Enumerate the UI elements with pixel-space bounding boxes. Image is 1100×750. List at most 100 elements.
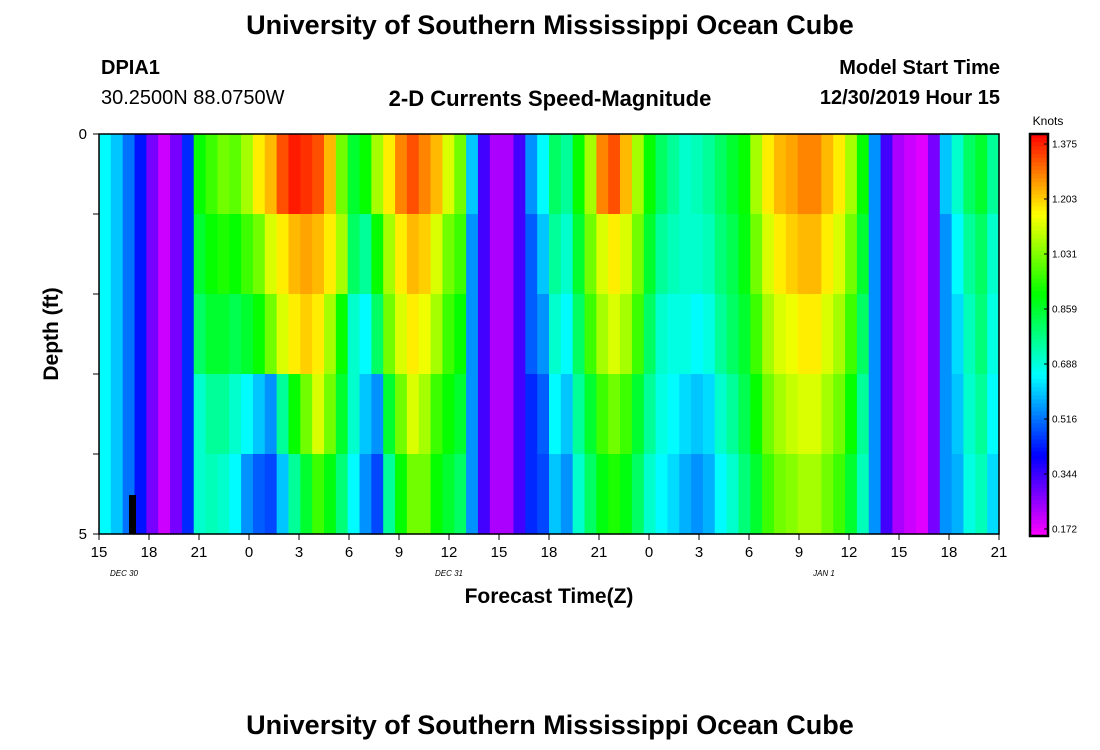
heatmap-cell — [122, 214, 136, 295]
colorbar-swatch — [1030, 335, 1048, 340]
heatmap-cell — [774, 134, 787, 215]
colorbar-swatch — [1030, 471, 1048, 477]
heatmap-cell — [667, 374, 680, 455]
heatmap-cell — [691, 134, 704, 215]
heatmap-cell — [241, 294, 254, 375]
heatmap-cell — [146, 374, 159, 455]
colorbar-swatch — [1030, 162, 1048, 167]
colorbar-swatch — [1030, 375, 1048, 380]
heatmap-cell — [264, 374, 278, 455]
colorbar-swatch — [1030, 158, 1048, 163]
heatmap-cell — [584, 214, 597, 295]
x-tick-label: 12 — [441, 544, 458, 561]
heatmap-cell — [975, 294, 988, 375]
heatmap-cell — [821, 374, 834, 455]
colorbar-swatch — [1030, 403, 1048, 408]
heatmap-cell — [892, 454, 905, 535]
heatmap-cell — [916, 294, 929, 375]
heatmap-cell — [229, 294, 242, 375]
heatmap-cell — [643, 214, 657, 295]
x-tick-label: 0 — [245, 544, 253, 561]
colorbar-swatch — [1030, 326, 1048, 332]
heatmap-cell — [880, 214, 894, 295]
heatmap-cell — [939, 374, 953, 455]
colorbar-swatch — [1030, 262, 1048, 268]
colorbar-swatch — [1030, 459, 1048, 465]
heatmap-cell — [845, 214, 858, 295]
heatmap-cell — [99, 134, 112, 215]
heatmap-cell — [856, 294, 870, 375]
heatmap-cell — [785, 134, 799, 215]
heatmap-cell — [442, 294, 455, 375]
colorbar-swatch — [1030, 282, 1048, 288]
heatmap-cell — [631, 374, 645, 455]
heatmap-cell — [122, 134, 136, 215]
heatmap-cell — [205, 214, 219, 295]
heatmap-cell — [122, 374, 136, 455]
colorbar-swatch — [1030, 226, 1048, 231]
page-title: University of Southern Mississippi Ocean… — [246, 10, 854, 40]
heatmap-cell — [513, 374, 526, 455]
heatmap-cell — [359, 294, 372, 375]
heatmap-cell — [276, 214, 290, 295]
heatmap-cell — [146, 454, 159, 535]
heatmap-cell — [383, 454, 396, 535]
heatmap-cell — [347, 374, 361, 455]
heatmap-cell — [916, 454, 929, 535]
heatmap-cell — [217, 454, 230, 535]
colorbar-tick-label: 1.203 — [1052, 195, 1077, 206]
colorbar-swatch — [1030, 519, 1048, 525]
colorbar-swatch — [1030, 427, 1048, 432]
heatmap-cell — [110, 214, 124, 295]
colorbar-tick-label: 0.344 — [1052, 470, 1077, 481]
heatmap-cell — [797, 214, 811, 295]
heatmap-cell — [868, 214, 882, 295]
heatmap-cell — [454, 294, 467, 375]
heatmap-cell — [371, 374, 384, 455]
colorbar-swatch — [1030, 290, 1048, 296]
heatmap-cell — [845, 374, 858, 455]
colorbar-swatch — [1030, 443, 1048, 449]
heatmap-cell — [501, 294, 515, 375]
heatmap-cell — [975, 214, 988, 295]
heatmap-cell — [608, 214, 621, 295]
heatmap-cell — [797, 454, 811, 535]
heatmap-cell — [418, 214, 432, 295]
heatmap-cell — [702, 294, 716, 375]
heatmap-cell — [383, 134, 396, 215]
colorbar-swatch — [1030, 463, 1048, 469]
heatmap-cell — [489, 294, 503, 375]
heatmap-cell — [276, 454, 290, 535]
heatmap-cell — [845, 454, 858, 535]
heatmap-cell — [205, 294, 219, 375]
heatmap-cell — [987, 134, 1000, 215]
heatmap-cell — [217, 134, 230, 215]
heatmap-cell — [584, 134, 597, 215]
colorbar-tick-label: 0.859 — [1052, 305, 1077, 316]
x-axis-label: Forecast Time(Z) — [465, 585, 634, 608]
heatmap-cell — [726, 374, 740, 455]
colorbar-swatch — [1030, 407, 1048, 412]
colorbar-swatch — [1030, 491, 1048, 497]
heatmap-cell — [134, 374, 147, 455]
heatmap-cell — [276, 294, 290, 375]
x-tick-label: 18 — [941, 544, 958, 561]
colorbar-swatch — [1030, 154, 1048, 159]
heatmap-cell — [312, 134, 325, 215]
heatmap-cell — [430, 294, 444, 375]
heatmap-cell — [181, 214, 195, 295]
heatmap-cell — [146, 134, 159, 215]
colorbar-swatch — [1030, 318, 1048, 324]
heatmap-cell — [679, 294, 692, 375]
heatmap-cell — [418, 134, 432, 215]
heatmap-cell — [785, 214, 799, 295]
heatmap-cell — [110, 294, 124, 375]
heatmap-cell — [146, 294, 159, 375]
heatmap-cell — [359, 374, 372, 455]
heatmap-cell — [525, 214, 538, 295]
heatmap-cell — [181, 454, 195, 535]
heatmap-cell — [122, 294, 136, 375]
heatmap-cell — [537, 294, 550, 375]
heatmap-cell — [596, 214, 609, 295]
heatmap-cell — [797, 374, 811, 455]
